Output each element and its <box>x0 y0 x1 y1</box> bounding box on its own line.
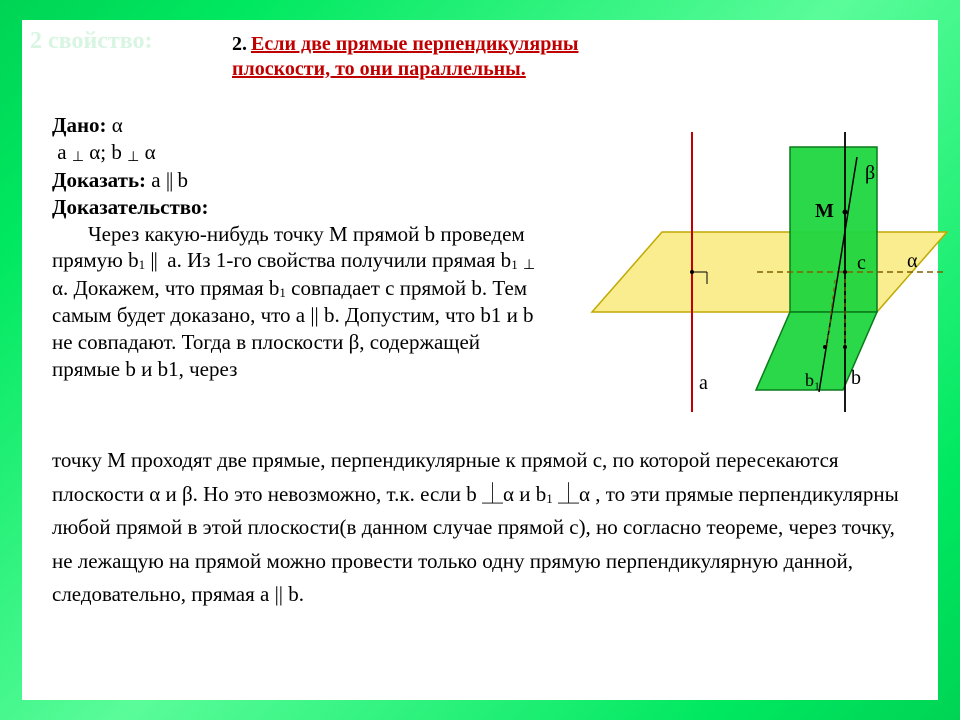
proof-paragraph-2: точку М проходят две прямые, перпендикул… <box>52 444 908 612</box>
geometry-diagram: М c α β a b b₁ <box>557 112 908 432</box>
label-alpha: α <box>907 250 917 273</box>
label-b1: b₁ <box>805 370 820 391</box>
watermark-text: 2 свойство: <box>30 28 153 55</box>
label-dokazat: Доказать: <box>52 168 146 192</box>
label-a: a <box>699 372 708 395</box>
point-m <box>843 210 848 215</box>
title-line1: Если две прямые перпендикулярны <box>251 33 578 55</box>
proof-text-left: Дано: α a ⊥ α; b ⊥ α Доказать: a || b До… <box>52 112 547 383</box>
label-b-line: b <box>851 367 861 390</box>
title-line2: плоскости, то они параллельны. <box>232 58 526 80</box>
title-number: 2. <box>232 33 247 55</box>
label-dano: Дано: <box>52 113 107 137</box>
diagram-svg <box>557 112 957 432</box>
dano-alpha: α <box>107 113 123 137</box>
proof-paragraph-1: Через какую-нибудь точку М прямой b пров… <box>52 221 547 383</box>
label-m: М <box>815 200 834 223</box>
title: 2. Если две прямые перпендикулярны плоск… <box>232 32 908 82</box>
plane-beta-top <box>790 147 877 312</box>
label-beta: β <box>865 162 875 185</box>
label-c: c <box>857 252 866 275</box>
label-dokazatelstvo: Доказательство: <box>52 195 208 219</box>
